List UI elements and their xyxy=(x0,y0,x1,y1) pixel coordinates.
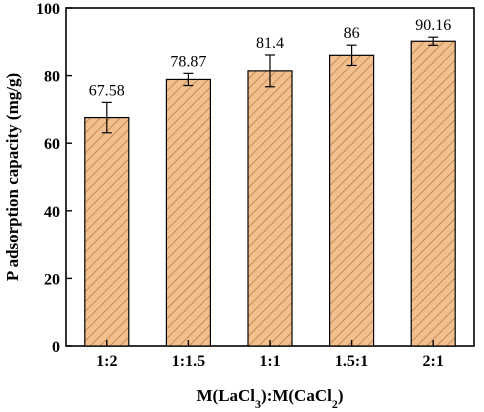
data-label: 81.4 xyxy=(256,35,284,52)
data-label: 67.58 xyxy=(89,82,125,99)
y-tick-label: 80 xyxy=(44,69,60,86)
x-tick-label: 2:1 xyxy=(423,353,444,370)
x-axis-title-subscript: 2 xyxy=(332,397,338,411)
x-axis-title-part: ) xyxy=(338,386,344,405)
x-axis-title: M(LaCl3):M(CaCl2) xyxy=(196,386,343,411)
y-tick-label: 40 xyxy=(44,204,60,221)
y-axis-title: P adsorption capacity (mg/g) xyxy=(3,73,22,281)
x-tick-label: 1.5:1 xyxy=(335,353,368,370)
bars: 67.58 78.87 81.4 86 90.16 xyxy=(84,17,456,347)
y-tick-label: 100 xyxy=(36,1,60,18)
y-axis: 0 20 40 60 80 100 xyxy=(36,1,72,356)
data-label: 86 xyxy=(344,25,360,42)
y-tick-label: 0 xyxy=(52,339,60,356)
x-tick-label: 1:1.5 xyxy=(172,353,205,370)
data-label: 90.16 xyxy=(415,17,451,34)
bar xyxy=(84,116,130,347)
x-axis: 1:2 1:1.5 1:1 1.5:1 2:1 xyxy=(96,340,444,370)
bar xyxy=(329,54,375,347)
x-axis-title-part: ):M(CaCl xyxy=(261,386,332,405)
x-axis-title-subscript: 3 xyxy=(255,397,261,411)
y-tick-label: 60 xyxy=(44,136,60,153)
bar xyxy=(247,70,293,347)
y-tick-label: 20 xyxy=(44,271,60,288)
x-tick-label: 1:2 xyxy=(96,353,117,370)
x-axis-title-part: M(LaCl xyxy=(196,386,255,405)
bar xyxy=(410,40,456,347)
x-tick-label: 1:1 xyxy=(259,353,280,370)
bar xyxy=(165,78,211,347)
data-label: 78.87 xyxy=(170,53,206,70)
